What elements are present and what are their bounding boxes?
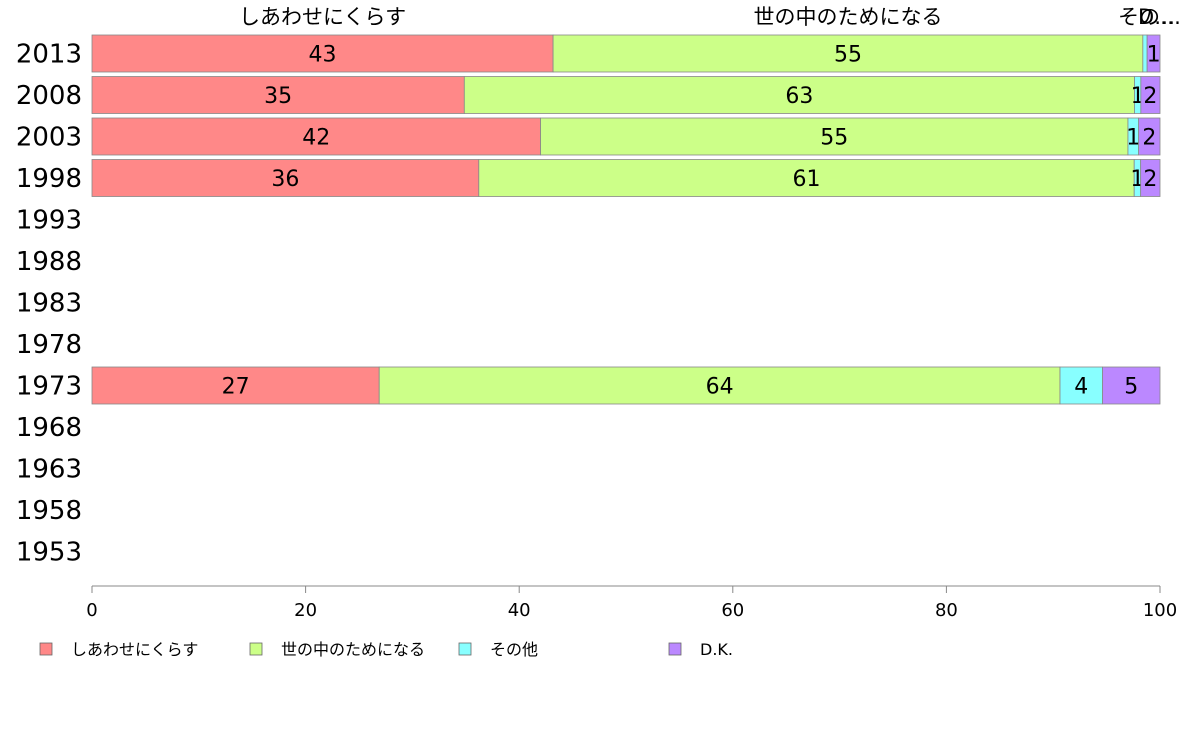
data-label: 61: [793, 167, 821, 192]
legend-label: しあわせにくらす: [71, 640, 198, 659]
legend-swatch: [39, 642, 53, 656]
y-tick-label: 2008: [16, 81, 82, 111]
series-top-label: しあわせにくらす: [239, 5, 406, 29]
bar-segment: [378, 366, 1061, 405]
data-label: 2: [1143, 84, 1157, 109]
data-label: 35: [264, 84, 292, 109]
series-top-label: 世の中のためになる: [753, 5, 942, 29]
data-label: 1: [1126, 126, 1140, 151]
bar-segment: [91, 76, 465, 114]
data-label: 2: [1142, 126, 1156, 151]
data-label: 36: [271, 167, 299, 192]
data-label: 5: [1124, 375, 1138, 400]
data-label: 55: [820, 126, 848, 151]
series-top-label: その…: [1118, 5, 1181, 29]
data-label: 64: [706, 375, 734, 400]
bar-segment: [91, 159, 480, 197]
bar-segment: [1138, 117, 1161, 156]
y-tick-label: 1968: [16, 413, 82, 443]
y-tick-label: 1953: [16, 538, 82, 568]
data-label: 4: [1074, 375, 1088, 400]
y-tick-label: 1978: [16, 330, 82, 360]
y-tick-label: 1958: [16, 496, 82, 526]
data-label: 2: [1143, 167, 1157, 192]
x-tick-label: 60: [721, 600, 744, 621]
legend-swatch: [249, 642, 263, 656]
bar-segment: [91, 117, 541, 156]
legend-label: 世の中のためになる: [281, 640, 425, 659]
bar-segment: [1140, 159, 1161, 197]
bar-segment: [1140, 76, 1161, 114]
bar-segment: [91, 34, 554, 73]
bar-segment: [540, 117, 1129, 156]
x-tick-label: 0: [86, 600, 97, 621]
data-label: 27: [222, 375, 250, 400]
legend-swatch: [668, 642, 682, 656]
y-tick-label: 1998: [16, 164, 82, 194]
y-tick-label: 2013: [16, 40, 82, 70]
legend-label: その他: [490, 640, 538, 659]
bar-segment: [1102, 366, 1161, 405]
bar-segment: [552, 34, 1144, 73]
data-label: 42: [302, 126, 330, 151]
x-tick-label: 80: [935, 600, 958, 621]
x-tick-label: 40: [508, 600, 531, 621]
bar-segment: [1146, 34, 1161, 73]
data-label: 63: [785, 84, 813, 109]
series-top-label: D…: [1138, 5, 1175, 29]
y-tick-label: 1983: [16, 289, 82, 319]
legend-label: D.K.: [700, 640, 733, 659]
legend-swatch: [458, 642, 472, 656]
y-tick-label: 1993: [16, 206, 82, 236]
y-tick-label: 2003: [16, 123, 82, 153]
y-tick-label: 1963: [16, 455, 82, 485]
data-label: 55: [834, 43, 862, 68]
bar-segment: [463, 76, 1135, 114]
data-label: 43: [309, 43, 337, 68]
y-tick-label: 1988: [16, 247, 82, 277]
y-tick-label: 1973: [16, 372, 82, 402]
x-tick-label: 100: [1143, 600, 1177, 621]
x-tick-label: 20: [294, 600, 317, 621]
data-label: 1: [1147, 43, 1161, 68]
